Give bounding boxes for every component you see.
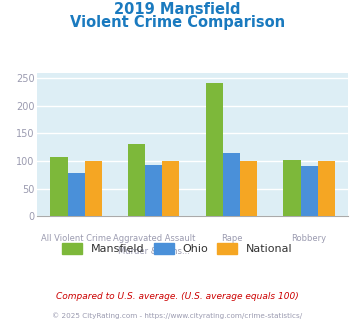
Bar [84,161,102,216]
Text: © 2025 CityRating.com - https://www.cityrating.com/crime-statistics/: © 2025 CityRating.com - https://www.city… [53,312,302,318]
Bar [318,161,335,216]
Text: Murder & Mans...: Murder & Mans... [118,248,190,256]
Text: 2019 Mansfield: 2019 Mansfield [114,2,241,16]
Bar [301,166,318,216]
Text: All Violent Crime: All Violent Crime [41,234,111,243]
Text: Aggravated Assault: Aggravated Assault [113,234,195,243]
Bar [240,161,257,216]
Legend: Mansfield, Ohio, National: Mansfield, Ohio, National [58,239,297,258]
Text: Rape: Rape [221,234,242,243]
Bar [223,153,240,216]
Text: Violent Crime Comparison: Violent Crime Comparison [70,15,285,30]
Bar [283,160,301,216]
Bar [67,173,84,216]
Text: Robbery: Robbery [291,234,327,243]
Bar [50,157,67,216]
Bar [145,165,162,216]
Bar [162,161,179,216]
Bar [206,82,223,216]
Bar [128,145,145,216]
Text: Compared to U.S. average. (U.S. average equals 100): Compared to U.S. average. (U.S. average … [56,292,299,301]
